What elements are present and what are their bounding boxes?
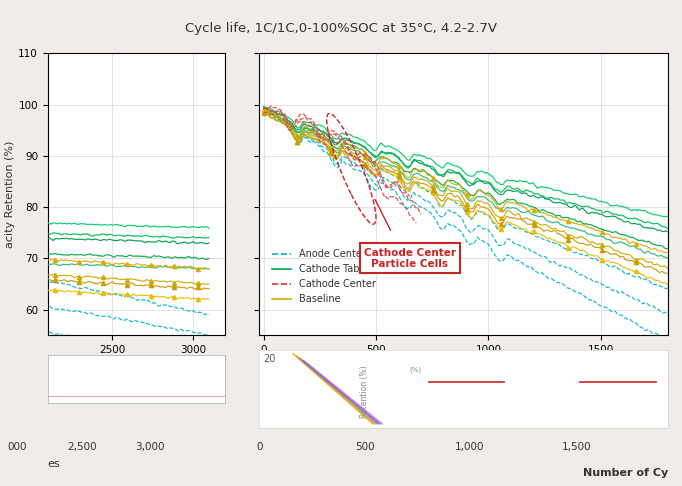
Text: 3,000: 3,000 [135,442,165,451]
Text: 20: 20 [263,354,276,364]
Text: 1,500: 1,500 [561,442,591,451]
Text: 1,000: 1,000 [454,442,484,451]
Y-axis label: acity Retention (%): acity Retention (%) [5,141,16,248]
Text: (%): (%) [409,367,421,373]
Text: 2,500: 2,500 [67,442,97,451]
Text: Retention (%): Retention (%) [360,365,370,417]
Text: Cycle life, 1C/1C,0-100%SOC at 35°C, 4.2-2.7V: Cycle life, 1C/1C,0-100%SOC at 35°C, 4.2… [185,22,497,35]
Text: 0: 0 [256,442,263,451]
Text: 000: 000 [8,442,27,451]
Legend: Anode Center, Cathode Tab, Cathode Center, Baseline: Anode Center, Cathode Tab, Cathode Cente… [268,245,380,308]
Text: es: es [48,459,61,469]
Text: Cathode Center
Particle Cells: Cathode Center Particle Cells [364,248,456,269]
Text: 500: 500 [355,442,374,451]
Text: Number of Cy: Number of Cy [583,469,668,478]
